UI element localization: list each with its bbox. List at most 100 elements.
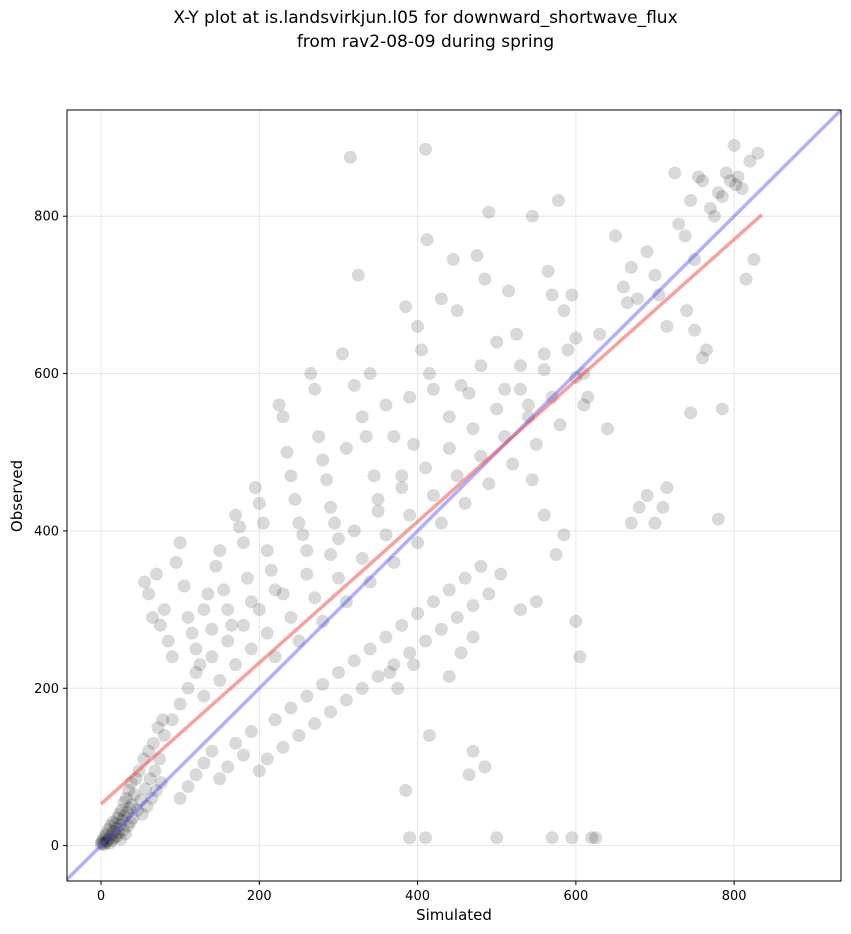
data-point	[312, 429, 326, 443]
data-point	[363, 575, 377, 589]
data-point	[355, 410, 369, 424]
data-point	[324, 500, 338, 514]
data-point	[672, 217, 686, 231]
data-point	[696, 174, 710, 188]
data-point	[264, 563, 278, 577]
data-point	[105, 833, 119, 847]
data-point	[148, 764, 162, 778]
data-point	[114, 832, 128, 846]
data-point	[620, 296, 634, 310]
data-point	[165, 713, 179, 727]
data-point	[213, 544, 227, 558]
data-point	[213, 772, 227, 786]
data-point	[537, 347, 551, 361]
data-point	[668, 166, 682, 180]
y-axis-label: Observed	[8, 460, 26, 532]
data-point	[680, 304, 694, 318]
data-point	[252, 603, 266, 617]
data-point	[631, 292, 645, 306]
data-point	[347, 524, 361, 538]
data-point	[565, 288, 579, 302]
x-tick-label: 200	[247, 889, 272, 904]
data-point	[498, 382, 512, 396]
data-point	[119, 827, 133, 841]
data-point	[494, 567, 508, 581]
data-point	[138, 575, 152, 589]
data-point	[593, 327, 607, 341]
data-points	[94, 138, 765, 852]
data-point	[96, 836, 110, 850]
data-point	[109, 821, 123, 835]
data-point	[474, 359, 488, 373]
x-tick-label: 0	[97, 889, 105, 904]
data-point	[399, 300, 413, 314]
data-point	[197, 689, 211, 703]
data-point	[339, 693, 353, 707]
data-point	[123, 801, 137, 815]
data-point	[411, 536, 425, 550]
data-point	[292, 516, 306, 530]
data-point	[407, 437, 421, 451]
data-point	[688, 323, 702, 337]
data-point	[371, 504, 385, 518]
data-point	[422, 728, 436, 742]
x-tick-label: 600	[563, 889, 588, 904]
data-point	[696, 351, 710, 365]
data-point	[153, 618, 167, 632]
data-point	[288, 492, 302, 506]
y-tick-label: 600	[34, 367, 59, 382]
data-point	[146, 736, 160, 750]
data-point	[120, 806, 134, 820]
axis-ticks: 0 200 400 600 800 0 200 400 600 800	[34, 210, 746, 904]
data-point	[660, 481, 674, 495]
data-point	[537, 363, 551, 377]
data-point	[169, 555, 183, 569]
grid	[67, 110, 841, 881]
data-point	[173, 791, 187, 805]
data-point	[221, 603, 235, 617]
data-point	[280, 445, 294, 459]
data-point	[256, 516, 270, 530]
data-point	[711, 186, 725, 200]
data-point	[363, 367, 377, 381]
data-point	[403, 646, 417, 660]
chart-title-line2: from rav2-08-09 during spring	[296, 32, 555, 52]
data-point	[103, 836, 117, 850]
data-point	[300, 544, 314, 558]
data-point	[112, 807, 126, 821]
data-point	[411, 319, 425, 333]
data-point	[458, 496, 472, 510]
data-point	[111, 826, 125, 840]
data-point	[126, 811, 140, 825]
data-point	[185, 626, 199, 640]
data-point	[422, 367, 436, 381]
data-point	[324, 705, 338, 719]
data-point	[189, 642, 203, 656]
x-tick-label: 800	[722, 889, 747, 904]
data-point	[229, 508, 243, 522]
data-point	[107, 824, 121, 838]
data-point	[747, 252, 761, 266]
data-point	[347, 378, 361, 392]
data-point	[529, 437, 543, 451]
data-point	[135, 807, 149, 821]
data-point	[395, 481, 409, 495]
data-point	[569, 370, 583, 384]
data-point	[450, 304, 464, 318]
data-point	[143, 772, 157, 786]
data-point	[197, 756, 211, 770]
data-point	[624, 516, 638, 530]
data-point	[181, 610, 195, 624]
data-point	[339, 441, 353, 455]
data-point	[553, 418, 567, 432]
data-point	[743, 154, 757, 168]
data-point	[729, 178, 743, 192]
data-point	[506, 457, 520, 471]
data-point	[181, 780, 195, 794]
data-point	[727, 138, 741, 152]
data-point	[383, 666, 397, 680]
data-point	[252, 764, 266, 778]
data-point	[244, 725, 258, 739]
data-point	[569, 331, 583, 345]
